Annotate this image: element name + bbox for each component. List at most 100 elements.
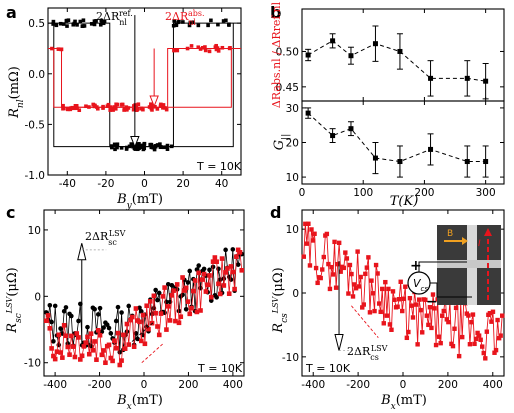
data-point-red [99, 352, 105, 358]
data-point-red [228, 46, 232, 50]
data-point-red [444, 317, 450, 322]
x-tick-label: -200 [88, 379, 112, 391]
ticks-a: -40 -20 0 20 40 -1.0 -0.5 0.0 0.5 [25, 8, 241, 190]
data-point-black [227, 22, 231, 27]
data-point-black [139, 309, 144, 314]
data-point-black [169, 282, 175, 288]
data-point-red [424, 313, 430, 318]
data-point-red [131, 107, 136, 112]
data-point-red [353, 286, 359, 291]
data-point-red [95, 105, 99, 109]
data-point-black [158, 145, 163, 149]
x-tick-label: 0 [141, 379, 148, 391]
data-point-red [235, 247, 241, 253]
data-point-black [206, 23, 210, 28]
data-point-red [198, 47, 203, 51]
data-point-black [148, 142, 153, 147]
x-tick-label: 40 [215, 178, 228, 190]
data-point-red [189, 44, 194, 48]
data-point-red [315, 280, 320, 286]
data-point-red [480, 344, 485, 349]
data-point-black [223, 247, 228, 253]
data-point-black [126, 303, 132, 309]
data-point-red [370, 291, 376, 296]
data-point-red [336, 240, 342, 246]
data-point-bottom [348, 126, 354, 132]
inset-minus-label: − [426, 294, 438, 310]
data-point-red [120, 102, 124, 107]
data-point-black [75, 23, 79, 27]
data-point-top [348, 53, 354, 59]
temperature-note-d: T = 10K [305, 362, 351, 375]
data-point-red [117, 362, 123, 368]
data-point-black [115, 145, 119, 150]
data-point-red [128, 317, 133, 323]
data-point-black [113, 147, 117, 152]
y-tick-label: 30 [286, 103, 299, 115]
data-point-red [413, 302, 419, 307]
data-point-red [54, 349, 60, 354]
data-point-red [79, 353, 85, 359]
data-point-red [183, 285, 189, 291]
data-point-red [489, 319, 494, 324]
inset-wire-bottom [430, 282, 472, 298]
data-point-red [483, 356, 488, 361]
data-point-red [321, 254, 326, 260]
data-point-black [131, 144, 135, 149]
data-point-red [178, 314, 184, 320]
inset-current-label: I [478, 239, 481, 249]
data-point-red [220, 45, 225, 50]
data-point-black [164, 145, 168, 149]
data-point-red [136, 102, 141, 107]
data-point-red [416, 297, 422, 302]
data-point-red [113, 107, 118, 111]
data-point-red [201, 271, 207, 277]
data-point-red [115, 102, 120, 107]
data-point-black [156, 290, 162, 296]
data-point-red [158, 311, 164, 316]
data-point-black [99, 18, 104, 23]
data-point-red [346, 291, 351, 296]
data-point-red [86, 351, 92, 357]
data-point-red [191, 288, 196, 294]
data-point-black [235, 262, 241, 267]
data-point-black [153, 287, 158, 293]
data-point-red [349, 271, 354, 277]
data-point-red [72, 354, 78, 360]
data-point-red [449, 341, 454, 347]
data-point-red [70, 105, 75, 110]
data-point-black [125, 145, 129, 150]
data-point-red [216, 49, 221, 53]
data-point-red [333, 285, 339, 290]
data-point-red [219, 256, 225, 261]
data-point-red [386, 286, 391, 292]
data-point-red [81, 344, 87, 349]
loop-sweep-black [48, 22, 241, 148]
data-point-black [141, 147, 146, 152]
y-tick-label: 0.45 [276, 82, 299, 94]
data-point-red [396, 297, 402, 302]
data-point-red [161, 103, 166, 107]
data-point-red [69, 333, 74, 339]
data-point-red [155, 324, 160, 329]
data-point-red [150, 108, 154, 112]
data-point-red [137, 319, 142, 325]
data-point-red [200, 45, 205, 50]
data-point-red [43, 318, 49, 324]
x-tick-label: 20 [176, 178, 189, 190]
data-point-red [50, 46, 54, 51]
data-point-red [369, 278, 374, 283]
x-tick-label: -400 [301, 379, 325, 391]
data-point-black [92, 22, 97, 27]
x-axis-label-c: Bx(mT) [116, 393, 163, 412]
data-point-red [134, 105, 139, 109]
data-point-red [496, 335, 502, 341]
data-point-black [155, 297, 160, 303]
data-point-black [224, 18, 228, 23]
y-tick-label: 10 [286, 172, 299, 184]
data-point-red [341, 265, 346, 271]
data-point-red [326, 261, 331, 267]
data-point-red [56, 332, 62, 338]
data-point-red [380, 286, 385, 292]
data-point-top [428, 75, 434, 81]
